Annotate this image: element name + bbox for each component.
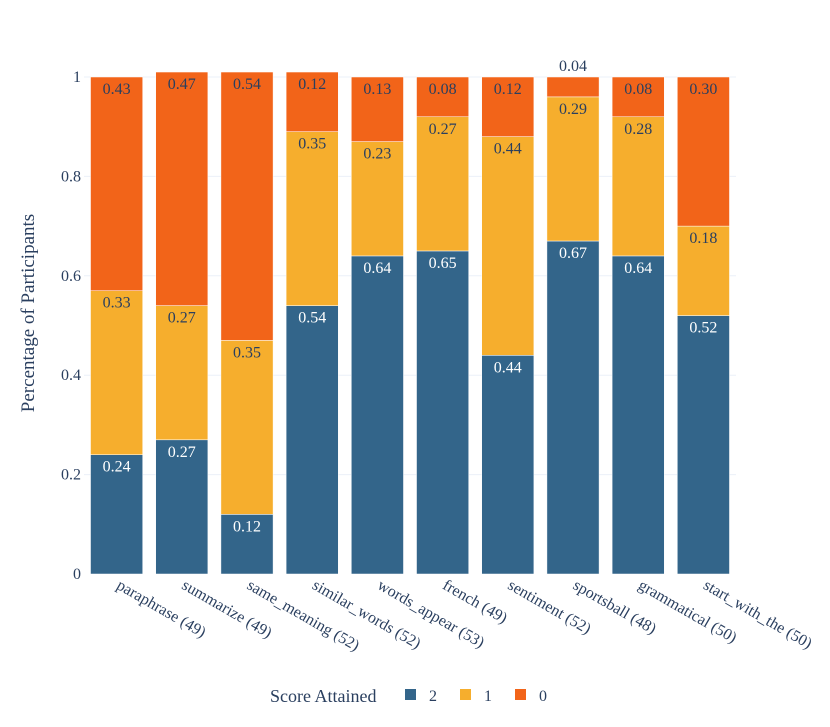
bar-value-label: 0.65 <box>429 255 457 272</box>
bar-segment-score-1 <box>481 136 535 356</box>
x-tick-label: similar_words (52) <box>309 577 423 653</box>
legend-item-label: 0 <box>539 688 547 705</box>
bar-value-label: 0.33 <box>103 295 131 312</box>
bar-segment-score-2 <box>481 355 535 575</box>
bar-segment-score-2 <box>285 305 339 575</box>
bar-value-label: 0.44 <box>494 141 522 158</box>
bar-segment-score-0 <box>155 71 209 306</box>
bar-value-label: 0.52 <box>689 320 717 337</box>
bar-value-label: 0.64 <box>624 260 652 277</box>
bar-segment-score-0 <box>285 71 339 132</box>
y-tick-label: 0.8 <box>61 168 81 185</box>
x-tick-label: words_appear (53) <box>374 577 487 652</box>
bar-value-label: 0.54 <box>233 76 261 93</box>
y-tick-label: 0 <box>73 566 81 583</box>
bar-segment-score-0 <box>416 76 469 118</box>
legend: Score Attained 2 1 0 <box>270 686 547 706</box>
bar-segment-score-1 <box>220 340 274 515</box>
bar-value-label: 0.23 <box>363 146 391 163</box>
y-axis-title: Percentage of Participants <box>18 214 39 412</box>
bar-value-label: 0.13 <box>363 81 391 98</box>
bar-segment-score-2 <box>220 514 274 575</box>
bar-segment-score-0 <box>351 76 404 142</box>
bar-value-label: 0.35 <box>298 136 326 153</box>
legend-title: Score Attained <box>270 686 376 706</box>
bar-segment-score-2 <box>351 255 404 575</box>
y-tick-label: 0.4 <box>61 367 81 384</box>
bar-value-label: 0.12 <box>233 518 261 535</box>
bar-value-label: 0.35 <box>233 344 261 361</box>
bar-segment-score-0 <box>677 76 730 227</box>
bar-segment-score-0 <box>481 76 535 137</box>
bar-value-label: 0.54 <box>298 310 326 327</box>
legend-item-label: 1 <box>484 688 492 705</box>
y-tick-label: 0.2 <box>61 467 81 484</box>
bar-value-label: 0.29 <box>559 101 587 118</box>
y-tick-label: 0.6 <box>61 268 81 285</box>
bar-segment-score-1 <box>677 225 730 316</box>
bar-value-label: 0.18 <box>689 230 717 247</box>
x-tick-label: same_meaning (52) <box>244 577 362 655</box>
bar-value-label: 0.08 <box>624 81 652 98</box>
bar-segment-score-1 <box>285 131 339 306</box>
bar-segment-score-1 <box>546 96 600 242</box>
bar-segment-score-1 <box>611 116 665 257</box>
bar-segment-score-2 <box>611 255 665 575</box>
legend-swatch-2 <box>405 689 416 700</box>
bar-segment-score-0 <box>546 76 600 98</box>
y-axis-ticks: 0 0.2 0.4 0.6 0.8 1 <box>61 69 81 583</box>
x-axis-ticks: paraphrase (49)summarize (49)same_meanin… <box>114 577 815 655</box>
bar-segment-score-2 <box>416 250 469 575</box>
bar-value-label: 0.43 <box>103 81 131 98</box>
bar-segment-score-0 <box>220 71 274 341</box>
bar-segment-score-1 <box>351 141 404 257</box>
bars <box>90 71 730 575</box>
legend-item-label: 2 <box>429 688 437 705</box>
legend-swatch-1 <box>460 689 471 700</box>
bar-segment-score-1 <box>90 290 143 455</box>
bar-segment-score-2 <box>90 454 143 575</box>
x-tick-label: start_with_the (50) <box>700 577 814 653</box>
bar-value-label: 0.12 <box>298 76 326 93</box>
bar-value-label: 0.30 <box>689 81 717 98</box>
bar-segment-score-1 <box>416 116 469 252</box>
bar-value-label: 0.04 <box>559 58 587 75</box>
bar-value-label: 0.27 <box>168 444 196 461</box>
y-tick-label: 1 <box>73 69 81 86</box>
bar-value-label: 0.24 <box>103 459 131 476</box>
bar-value-label: 0.27 <box>168 310 196 327</box>
bar-value-label: 0.28 <box>624 121 652 138</box>
bar-value-label: 0.12 <box>494 81 522 98</box>
legend-swatch-0 <box>515 689 526 700</box>
bar-value-label: 0.08 <box>429 81 457 98</box>
bar-segment-score-0 <box>611 76 665 118</box>
bar-value-label: 0.47 <box>168 76 196 93</box>
bar-value-label: 0.44 <box>494 359 522 376</box>
bar-segment-score-2 <box>546 240 600 575</box>
data-labels: 0.24 0.33 0.43 0.27 0.27 0.47 0.12 0.35 0.54 0.54… <box>103 58 718 535</box>
bar-value-label: 0.27 <box>429 121 457 138</box>
bar-value-label: 0.67 <box>559 245 587 262</box>
bar-segment-score-0 <box>90 76 143 291</box>
bar-value-label: 0.64 <box>363 260 391 277</box>
bar-segment-score-2 <box>677 315 730 575</box>
